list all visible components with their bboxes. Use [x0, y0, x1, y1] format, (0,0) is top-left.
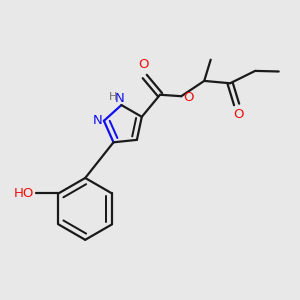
Text: O: O	[184, 91, 194, 104]
Text: N: N	[93, 114, 102, 127]
Text: H: H	[109, 92, 117, 102]
Text: O: O	[234, 108, 244, 121]
Text: HO: HO	[14, 187, 34, 200]
Text: O: O	[138, 58, 148, 71]
Text: N: N	[115, 92, 125, 105]
